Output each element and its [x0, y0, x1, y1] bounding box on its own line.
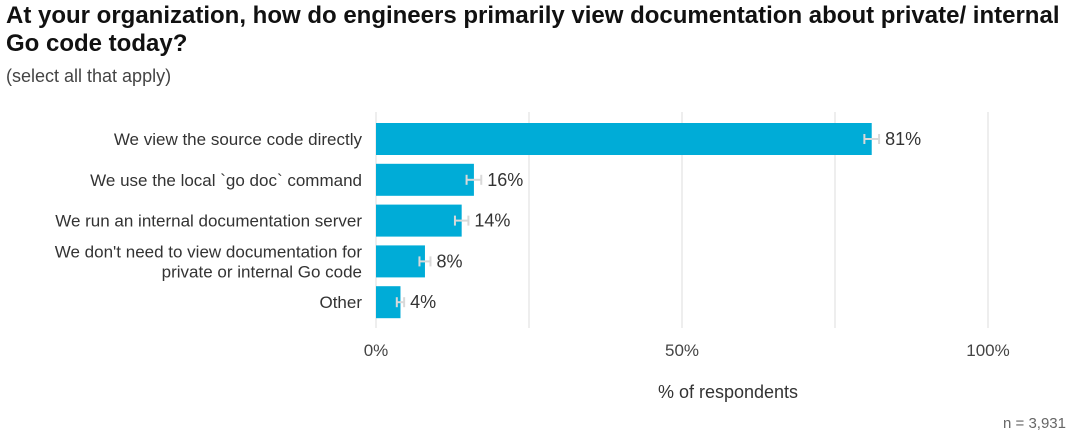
data-label: 8%	[436, 251, 462, 271]
data-label: 81%	[885, 129, 921, 149]
category-label: Other	[319, 293, 362, 312]
bar	[376, 245, 425, 278]
bar	[376, 204, 462, 237]
x-tick-label: 50%	[665, 341, 699, 360]
category-label: We run an internal documentation server	[55, 212, 362, 231]
data-label: 4%	[410, 292, 436, 312]
bar	[376, 163, 474, 196]
sample-size-note: n = 3,931	[1003, 415, 1066, 432]
x-tick-label: 100%	[966, 341, 1009, 360]
category-label: We view the source code directly	[114, 130, 363, 149]
x-axis-title: % of respondents	[658, 382, 798, 402]
category-label: We use the local `go doc` command	[90, 171, 362, 190]
data-label: 16%	[487, 170, 523, 190]
bar	[376, 123, 872, 155]
chart-subtitle: (select all that apply)	[6, 66, 172, 86]
x-tick-label: 0%	[364, 341, 389, 360]
category-label: We don't need to view documentation for p…	[55, 242, 363, 281]
data-label: 14%	[474, 211, 510, 231]
chart-title: At your organization, how do engineers p…	[6, 2, 1060, 57]
